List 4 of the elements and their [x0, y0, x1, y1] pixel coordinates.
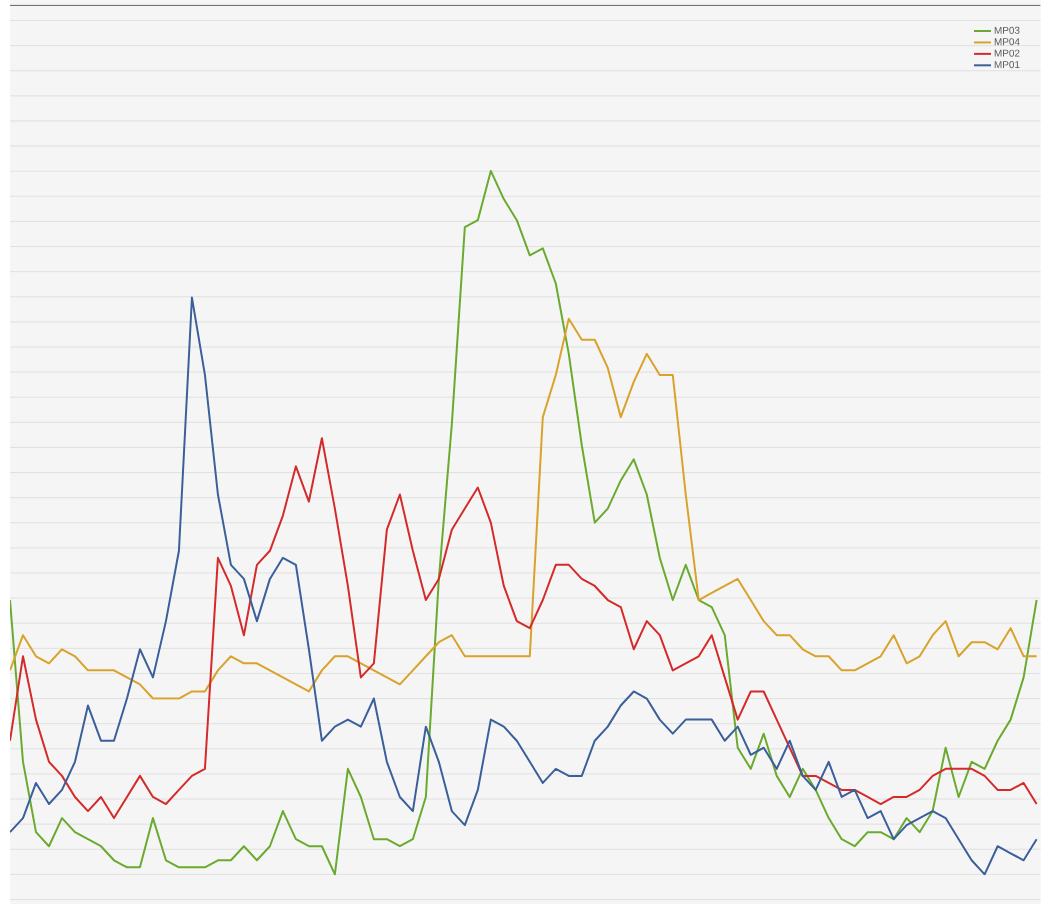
legend-label: MP01	[994, 61, 1020, 69]
legend-label: MP02	[994, 49, 1020, 57]
legend-label: MP03	[994, 26, 1020, 35]
legend-label: MP04	[994, 38, 1020, 46]
